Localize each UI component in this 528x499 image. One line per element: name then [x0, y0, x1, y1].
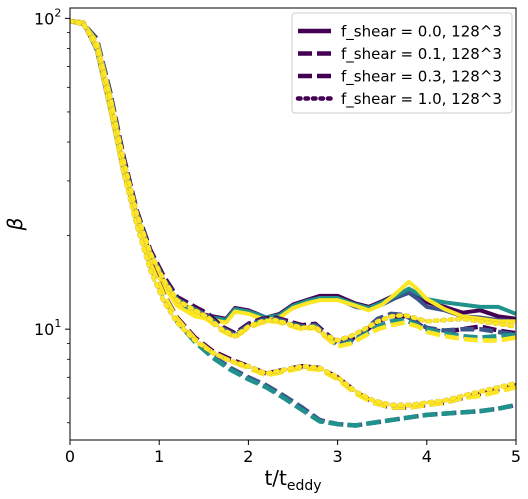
y-axis-label: β [3, 217, 27, 231]
x-tick-label: 1 [154, 447, 164, 466]
series-layer [70, 18, 516, 428]
x-axis-label-subscript: eddy [287, 478, 322, 494]
y-tick-base: 10 [34, 320, 54, 339]
legend-label-2: f_shear = 0.1, 128^3 [341, 45, 502, 64]
y-tick-base: 10 [34, 9, 54, 28]
legend-box [291, 12, 513, 114]
x-tick-label: 5 [511, 447, 521, 466]
legend: f_shear = 0.0, 128^3 f_shear = 0.1, 128^3… [291, 12, 513, 114]
series-line-6 [70, 18, 516, 348]
x-tick-label: 2 [243, 447, 253, 466]
x-axis-label: t/teddy [264, 466, 321, 494]
legend-label-4: f_shear = 1.0, 128^3 [341, 90, 502, 109]
series-line-16 [70, 18, 516, 343]
legend-label-3: f_shear = 0.3, 128^3 [341, 68, 502, 87]
x-axis-label-main: t/t [264, 466, 287, 490]
y-tick-label: 101 [34, 317, 61, 339]
legend-label-1: f_shear = 0.0, 128^3 [341, 23, 502, 42]
legend-entries: f_shear = 0.0, 128^3 f_shear = 0.1, 128^3… [295, 23, 502, 109]
plot-frame [69, 7, 517, 441]
x-tick-label: 3 [333, 447, 343, 466]
y-tick-exponent: 2 [54, 6, 61, 19]
x-tick-label: 4 [422, 447, 432, 466]
x-tick-label: 0 [65, 447, 75, 466]
series-line-14 [70, 18, 516, 408]
y-tick-exponent: 1 [54, 317, 61, 330]
y-tick-label: 102 [34, 6, 61, 28]
